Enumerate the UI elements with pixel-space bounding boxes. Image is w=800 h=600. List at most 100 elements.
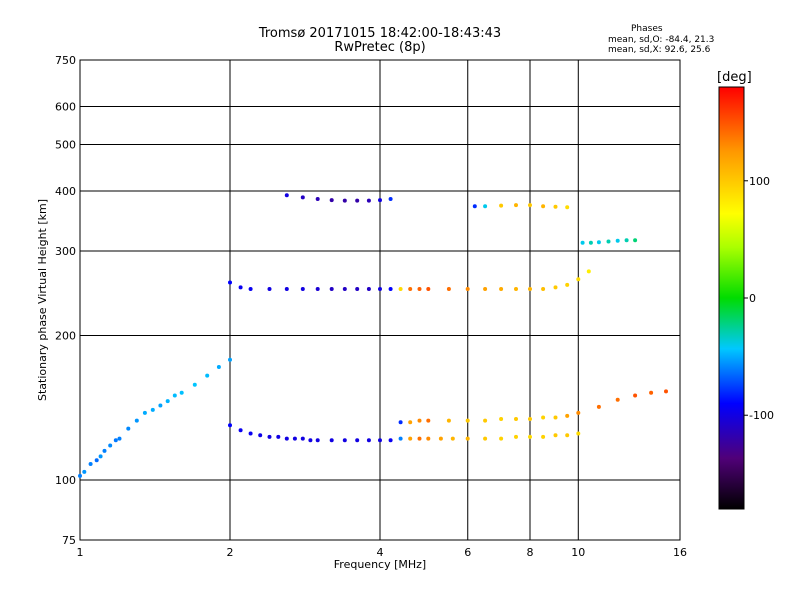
data-point [624, 238, 629, 243]
data-point [649, 390, 654, 395]
data-point [238, 428, 243, 433]
data-point [388, 197, 393, 201]
data-point [329, 438, 334, 443]
data-point [596, 404, 601, 409]
data-point [366, 438, 371, 443]
data-point [355, 198, 360, 203]
x-tick-label: 2 [227, 546, 234, 559]
data-point [329, 287, 334, 291]
data-point [94, 458, 99, 463]
x-tick-label: 10 [571, 546, 585, 559]
data-point [426, 287, 431, 291]
data-point [426, 418, 431, 423]
data-point [528, 417, 532, 421]
data-point [528, 434, 532, 439]
data-point [588, 240, 593, 245]
data-point [408, 420, 413, 425]
data-point [398, 436, 403, 441]
data-point [499, 417, 504, 421]
data-point [388, 438, 393, 443]
data-point [553, 204, 558, 209]
data-point [553, 433, 558, 438]
data-point [142, 410, 147, 415]
data-point [499, 287, 504, 291]
y-tick-label: 300 [55, 245, 76, 258]
data-point [465, 287, 470, 291]
data-point [483, 436, 488, 441]
data-point [565, 413, 570, 418]
data-point [483, 204, 488, 209]
data-point [514, 203, 518, 208]
data-point [366, 198, 371, 203]
x-tick-label: 1 [77, 546, 84, 559]
data-point [108, 443, 113, 448]
data-point [258, 433, 263, 438]
y-tick-label: 100 [55, 474, 76, 487]
y-tick-label: 75 [62, 534, 76, 547]
data-point [565, 205, 570, 210]
data-point [483, 418, 488, 423]
data-point [355, 438, 360, 443]
data-point [426, 436, 431, 441]
x-tick-label: 16 [673, 546, 687, 559]
data-point [565, 433, 570, 438]
data-point [172, 393, 177, 398]
data-point [398, 420, 403, 425]
data-point [158, 403, 163, 408]
y-tick-label: 200 [55, 330, 76, 343]
data-point [126, 426, 131, 431]
data-point [528, 203, 532, 208]
data-point [417, 287, 422, 291]
data-point [267, 434, 272, 439]
data-point [514, 434, 518, 439]
chart-title: Tromsø 20171015 18:42:00-18:43:43 [258, 26, 502, 41]
phase-stats-x: mean, sd,X: 92.6, 25.6 [608, 45, 711, 55]
data-point [378, 287, 382, 291]
data-point [98, 454, 103, 459]
data-point [514, 287, 518, 291]
data-point [300, 436, 305, 441]
data-point [586, 269, 591, 274]
data-point [417, 418, 422, 423]
data-point [446, 418, 451, 423]
data-point [276, 434, 281, 439]
data-point [465, 436, 470, 441]
colorbar [718, 86, 745, 510]
data-point [398, 287, 403, 291]
x-tick-label: 6 [464, 546, 471, 559]
data-point [267, 287, 272, 291]
data-point [615, 397, 620, 402]
data-point [238, 285, 243, 290]
y-tick-label: 600 [55, 101, 76, 114]
data-point [355, 287, 360, 291]
y-tick-label: 750 [55, 54, 76, 67]
data-point [514, 417, 518, 421]
data-point [342, 198, 347, 203]
data-point [179, 390, 184, 395]
chart-subtitle: RwPretec (8p) [334, 40, 426, 55]
data-point [315, 287, 320, 291]
data-point [300, 287, 305, 291]
data-point [615, 238, 620, 243]
data-point [308, 438, 313, 443]
x-tick-label: 4 [377, 546, 384, 559]
data-point [499, 203, 504, 208]
x-tick-label: 8 [527, 546, 534, 559]
data-point [472, 204, 477, 209]
data-point [342, 287, 347, 291]
data-point [228, 423, 232, 428]
data-point [633, 393, 638, 398]
y-tick-label: 500 [55, 139, 76, 152]
y-axis-label: Stationary phase Virtual Height [km] [36, 199, 49, 401]
colorbar-unit: [deg] [717, 70, 752, 85]
data-point [528, 287, 532, 291]
data-point [596, 240, 601, 245]
data-point [292, 436, 297, 441]
data-point [633, 238, 638, 243]
data-point [553, 415, 558, 420]
data-point [606, 239, 611, 244]
data-point [378, 438, 382, 443]
data-point [541, 434, 546, 439]
data-point [192, 382, 197, 387]
data-point [134, 418, 139, 423]
